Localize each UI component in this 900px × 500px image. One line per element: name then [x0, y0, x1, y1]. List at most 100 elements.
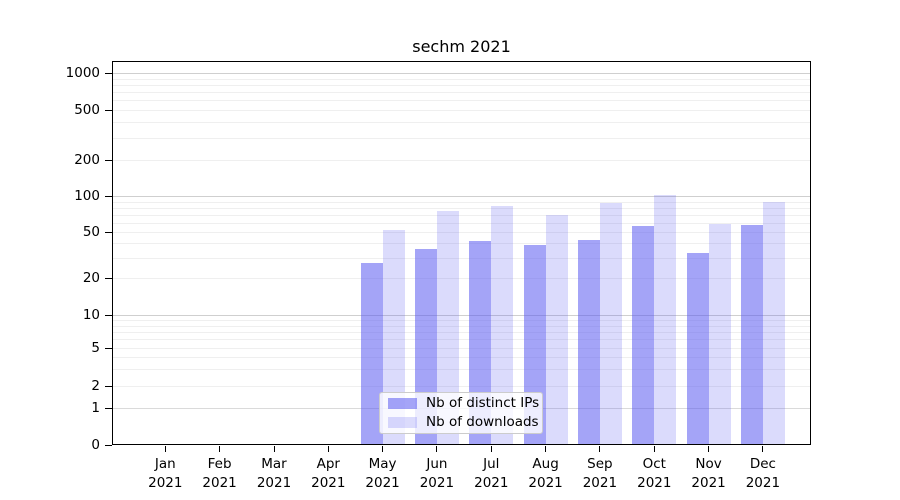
gridline-major [112, 196, 811, 197]
x-tick-label-month: Jul [483, 456, 500, 472]
y-tick [105, 408, 112, 409]
x-tick-label-month: Aug [532, 456, 559, 472]
x-tick-label-month: May [368, 456, 397, 472]
bar-downloads [708, 224, 731, 445]
bar-distinct-ips [360, 262, 383, 445]
bar-downloads [436, 210, 459, 445]
x-tick [545, 446, 547, 452]
x-tick-label-year: 2021 [691, 475, 726, 491]
y-tick-label: 20 [82, 270, 100, 286]
chart-title: sechm 2021 [412, 37, 511, 56]
gridline-minor [112, 100, 811, 102]
legend-label-downloads: Nb of downloads [426, 414, 539, 430]
gridline-minor [112, 122, 811, 124]
gridline-minor [112, 278, 811, 279]
bar-distinct-ips [686, 252, 709, 445]
legend-label-distinct-ips: Nb of distinct IPs [426, 395, 540, 411]
x-tick-label-year: 2021 [419, 475, 455, 491]
gridline-minor [112, 332, 811, 333]
gridline-minor [112, 201, 811, 203]
x-tick-label-year: 2021 [637, 475, 672, 491]
gridline-major [112, 315, 811, 316]
x-tick-label-year: 2021 [582, 475, 618, 491]
gridline-minor [112, 243, 811, 245]
gridline-minor [112, 369, 811, 371]
bar-downloads [382, 230, 405, 445]
gridline-minor [112, 386, 811, 387]
x-tick-label-month: Oct [642, 456, 666, 472]
gridline-minor [112, 320, 811, 321]
legend-swatch-distinct-ips [388, 398, 417, 409]
x-tick-label-year: 2021 [256, 475, 292, 491]
x-tick-label-month: Sep [587, 456, 613, 472]
bar-downloads [654, 195, 677, 445]
x-tick-label: Oct 2021 [622, 455, 686, 493]
x-tick-label: Feb 2021 [188, 455, 252, 493]
x-tick-label-year: 2021 [474, 475, 509, 491]
x-tick-label-month: Feb [207, 456, 232, 472]
gridline-minor [112, 84, 811, 86]
y-tick-label: 200 [74, 152, 100, 168]
y-tick [105, 160, 112, 161]
x-tick [599, 446, 601, 452]
x-tick-label: Nov 2021 [677, 455, 741, 493]
x-tick [436, 446, 438, 452]
x-tick-label-year: 2021 [745, 475, 781, 491]
x-tick-label-month: Nov [695, 456, 722, 472]
gridline-minor [112, 357, 811, 359]
bar-downloads [762, 201, 785, 445]
y-tick [105, 278, 112, 279]
y-tick [105, 348, 112, 349]
y-tick-label: 10 [82, 307, 100, 323]
gridline-minor [112, 137, 811, 139]
gridline-minor [112, 232, 811, 233]
y-tick-label: 100 [74, 188, 100, 204]
x-tick [273, 446, 275, 452]
x-tick-label: Aug 2021 [514, 455, 578, 493]
bar-distinct-ips [577, 239, 600, 445]
bar-downloads [545, 215, 568, 445]
x-tick-label-year: 2021 [148, 475, 183, 491]
y-tick-label: 0 [91, 437, 100, 453]
x-tick-label: May 2021 [351, 455, 415, 493]
gridline-major [112, 73, 811, 74]
x-tick-label-year: 2021 [202, 475, 237, 491]
x-tick-label-year: 2021 [311, 475, 346, 491]
y-tick [105, 386, 112, 387]
y-tick-label: 2 [91, 378, 100, 394]
x-tick-label: Dec 2021 [731, 455, 795, 493]
y-tick [105, 73, 112, 74]
y-tick-label: 50 [82, 224, 100, 240]
y-tick [105, 445, 112, 446]
x-tick-label-month: Apr [316, 456, 340, 472]
gridline-minor [112, 92, 811, 93]
y-tick-label: 1000 [65, 65, 100, 81]
bar-distinct-ips [740, 225, 763, 445]
gridline-minor [112, 339, 811, 341]
bar-downloads [599, 202, 622, 445]
x-tick [382, 446, 384, 452]
gridline-minor [112, 325, 811, 327]
y-tick [105, 196, 112, 197]
gridline-minor [112, 207, 811, 209]
x-tick-label-year: 2021 [528, 475, 563, 491]
gridline-minor [112, 214, 811, 216]
x-tick-label-month: Dec [749, 456, 776, 472]
x-tick-label: Jan 2021 [133, 455, 197, 493]
x-tick [653, 446, 655, 452]
legend-swatch-downloads [388, 417, 417, 428]
x-tick-label: Jul 2021 [459, 455, 523, 493]
x-tick-label: Mar 2021 [242, 455, 306, 493]
y-tick [105, 110, 112, 111]
x-tick-label: Jun 2021 [405, 455, 469, 493]
x-tick-label-month: Mar [261, 456, 287, 472]
y-tick-label: 1 [91, 400, 100, 416]
x-tick-label: Apr 2021 [296, 455, 360, 493]
x-tick [708, 446, 710, 452]
plot-area [112, 61, 811, 445]
y-tick [105, 315, 112, 316]
bar-downloads [491, 206, 514, 445]
legend-item: Nb of downloads [388, 415, 539, 430]
gridline-minor [112, 257, 811, 259]
